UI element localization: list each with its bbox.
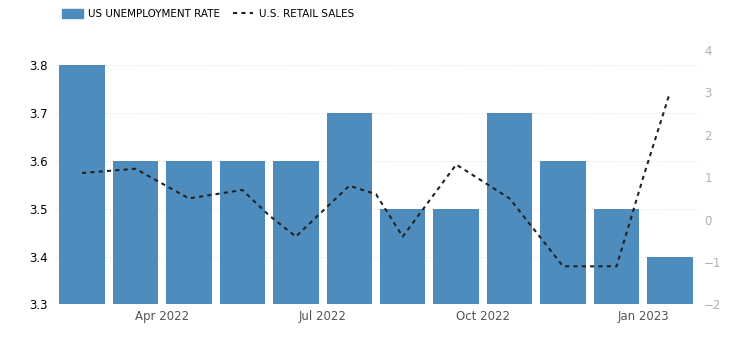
Bar <box>220 161 265 346</box>
Bar <box>487 113 532 346</box>
Bar <box>113 161 158 346</box>
Bar <box>594 209 639 346</box>
Bar <box>326 113 372 346</box>
Bar <box>273 161 319 346</box>
Bar <box>59 65 105 346</box>
Legend: US UNEMPLOYMENT RATE, U.S. RETAIL SALES: US UNEMPLOYMENT RATE, U.S. RETAIL SALES <box>58 4 358 23</box>
Bar <box>647 257 693 346</box>
Bar <box>380 209 426 346</box>
Bar <box>541 161 586 346</box>
Bar <box>166 161 211 346</box>
Bar <box>433 209 479 346</box>
